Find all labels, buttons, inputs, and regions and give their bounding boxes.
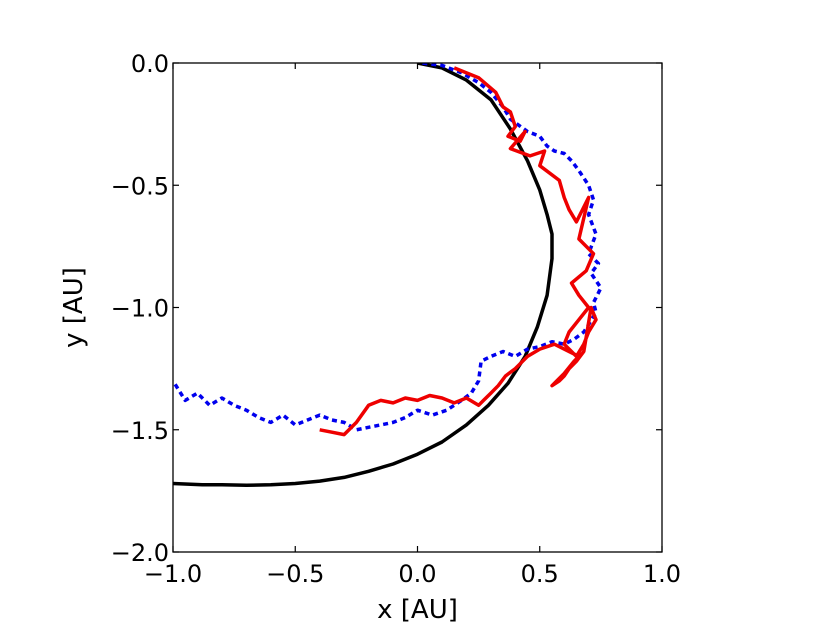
reference-orbit-line — [173, 63, 554, 488]
y-tick-label: −1.0 — [111, 295, 169, 323]
series-layer — [173, 63, 603, 488]
y-tick-label: 0.0 — [131, 50, 169, 78]
x-tick-label: 0.5 — [521, 560, 559, 588]
x-axis-title: x [AU] — [377, 595, 458, 625]
x-tick-label: 1.0 — [643, 560, 681, 588]
trajectory-dashed-blue — [173, 63, 603, 432]
trajectory-solid-red — [319, 66, 598, 437]
y-tick-label: −1.5 — [111, 417, 169, 445]
x-tick-label: −0.5 — [266, 560, 324, 588]
x-tick-label: 0.0 — [398, 560, 436, 588]
x-tick-label: −1.0 — [144, 560, 202, 588]
y-tick-label: −0.5 — [111, 172, 169, 200]
ticks-layer: −1.0 −0.5 0.0 0.5 1.0 0.0 −0.5 −1.0 −1.5 −2.0 — [111, 50, 681, 588]
y-tick-label: −2.0 — [111, 539, 169, 567]
y-axis-title: y [AU] — [59, 267, 89, 348]
